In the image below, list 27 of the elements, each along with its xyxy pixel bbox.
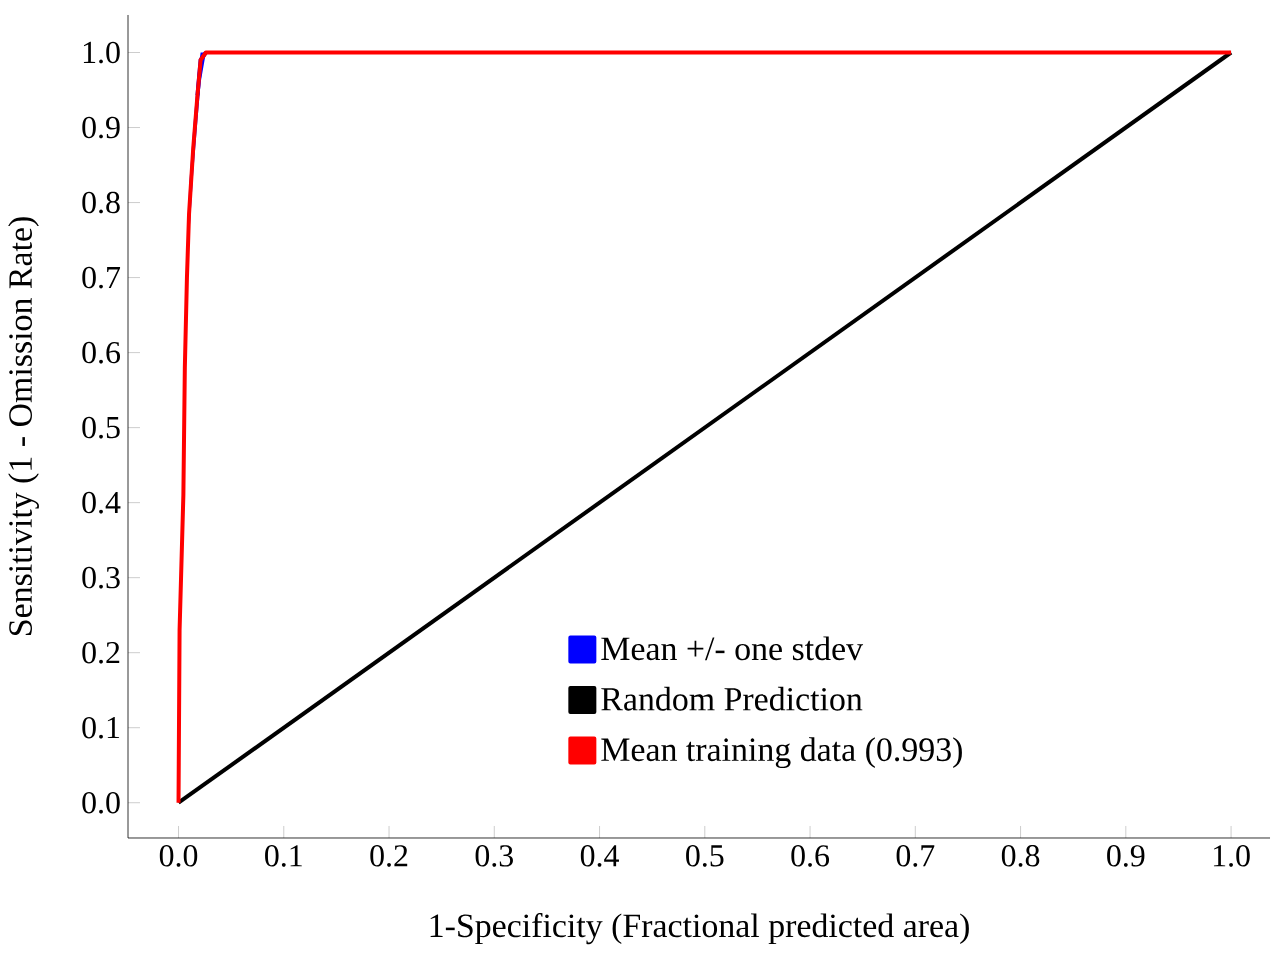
y-tick-label: 0.0 — [82, 791, 120, 814]
y-tick-label: 0.3 — [82, 566, 120, 589]
y-axis-title: Sensitivity (1 - Omission Rate) — [8, 217, 39, 635]
y-tick-label: 0.2 — [82, 641, 120, 664]
x-tick-label: 0.9 — [1107, 845, 1145, 867]
y-tick-label: 0.9 — [82, 116, 120, 139]
y-tick-label: 0.4 — [82, 491, 121, 514]
x-tick-label: 0.6 — [791, 845, 830, 867]
legend-label: Random Prediction — [601, 686, 863, 711]
x-tick-label: 0.5 — [686, 845, 724, 867]
y-tick-label: 0.8 — [82, 191, 120, 214]
x-tick-label: 0.2 — [370, 845, 408, 867]
x-tick-label: 0.1 — [265, 845, 302, 867]
x-tick-label: 0.8 — [1001, 845, 1040, 867]
x-axis-title: 1-Specificity (Fractional predicted area) — [430, 913, 969, 945]
x-tick-label: 1.0 — [1213, 845, 1250, 867]
y-tick-label: 1.0 — [83, 41, 120, 64]
y-tick-label: 0.5 — [82, 416, 120, 439]
legend-label: Mean +/- one stdev — [601, 636, 864, 661]
legend-label: Mean training data (0.993) — [601, 737, 962, 769]
y-tick-label: 0.6 — [82, 341, 121, 364]
x-tick-label: 0.7 — [896, 845, 935, 867]
x-tick-label: 0.0 — [159, 845, 198, 867]
y-tick-label: 0.7 — [82, 266, 121, 289]
x-tick-label: 0.4 — [580, 845, 619, 867]
y-tick-label: 0.1 — [82, 716, 120, 739]
x-tick-label: 0.3 — [475, 845, 513, 867]
